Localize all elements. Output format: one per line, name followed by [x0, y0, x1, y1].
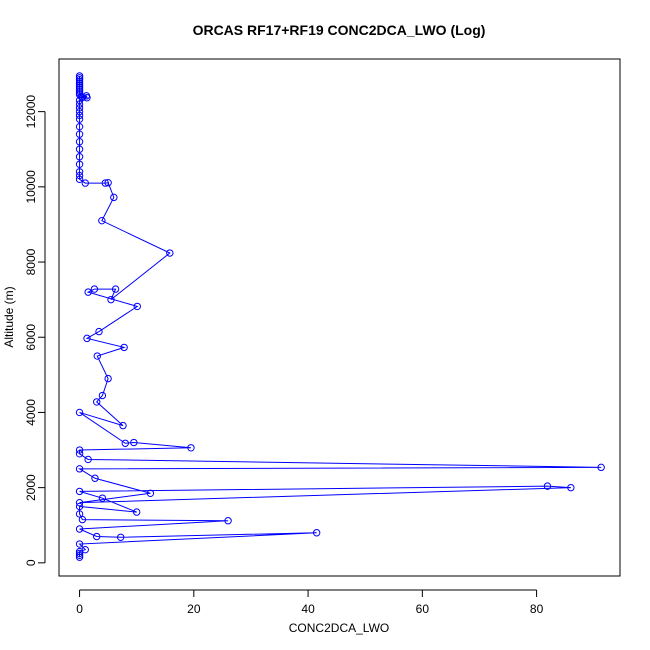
data-point — [75, 79, 84, 88]
series-layer — [75, 72, 605, 561]
data-point — [75, 107, 84, 116]
data-point — [83, 334, 91, 343]
data-point — [130, 438, 138, 447]
data-point — [166, 249, 174, 257]
data-point — [75, 96, 84, 105]
plot-frame — [58, 58, 621, 577]
y-axis-label: Altitude (m) — [2, 286, 16, 347]
data-point — [91, 474, 99, 482]
data-point — [75, 100, 84, 108]
data-point — [146, 489, 155, 497]
data-point — [83, 94, 91, 102]
data-point — [75, 487, 84, 496]
data-point — [75, 168, 84, 176]
data-point — [111, 285, 120, 293]
data-point — [75, 160, 84, 168]
data-point — [98, 216, 106, 225]
data-point — [95, 327, 103, 336]
data-point — [75, 115, 84, 123]
data-point — [75, 551, 84, 560]
data-point — [75, 446, 84, 454]
x-tick-label: 0 — [76, 602, 83, 616]
data-point — [81, 179, 89, 187]
data-point — [101, 179, 109, 187]
data-point — [543, 482, 552, 490]
chart-title: ORCAS RF17+RF19 CONC2DCA_LWO (Log) — [193, 22, 486, 38]
data-point — [121, 439, 129, 447]
data-point — [75, 72, 84, 80]
data-point — [75, 122, 84, 131]
data-point — [75, 74, 84, 82]
data-point — [75, 111, 84, 120]
data-point — [110, 193, 118, 202]
data-point — [75, 138, 84, 146]
data-point — [78, 515, 87, 524]
data-point — [107, 295, 115, 304]
data-point — [75, 525, 84, 533]
data-point — [75, 450, 84, 458]
data-point — [132, 508, 141, 516]
data-point — [567, 483, 575, 492]
data-point — [75, 104, 84, 112]
data-point — [224, 517, 232, 525]
data-point — [75, 510, 84, 518]
data-point — [104, 179, 112, 187]
data-point — [116, 533, 125, 541]
data-point — [75, 75, 84, 84]
y-tick-label: 10000 — [24, 170, 38, 204]
data-point — [75, 408, 84, 417]
x-tick-label: 20 — [187, 602, 201, 616]
data-point — [187, 444, 195, 452]
y-tick-label: 0 — [24, 559, 38, 566]
x-axis: 0 20 40 60 80 — [76, 589, 544, 616]
data-point — [75, 130, 84, 138]
data-point — [93, 532, 101, 541]
data-point — [90, 285, 99, 293]
data-point — [75, 465, 84, 473]
data-point — [98, 391, 107, 400]
data-point — [98, 494, 107, 502]
y-tick-label: 8000 — [24, 248, 38, 275]
y-axis: 0 2000 4000 6000 8000 10000 12000 — [24, 95, 46, 566]
data-point — [77, 92, 85, 101]
data-point — [119, 421, 127, 430]
data-point — [75, 153, 84, 161]
data-point — [120, 343, 128, 352]
y-tick-label: 4000 — [24, 399, 38, 426]
series-line — [77, 75, 602, 558]
data-point — [75, 175, 84, 184]
data-point — [75, 81, 84, 90]
x-axis-label: CONC2DCA_LWO — [289, 621, 389, 635]
data-point — [75, 85, 84, 93]
data-point — [93, 352, 101, 360]
data-point — [93, 398, 101, 406]
data-point — [133, 302, 141, 311]
data-point — [75, 547, 84, 556]
data-point — [75, 549, 84, 558]
data-point — [75, 502, 84, 511]
x-tick-label: 60 — [416, 602, 430, 616]
data-point — [75, 540, 84, 548]
y-tick-label: 6000 — [24, 324, 38, 351]
data-point — [75, 83, 84, 91]
y-tick-label: 12000 — [24, 95, 38, 129]
data-point — [84, 288, 92, 296]
data-point — [597, 463, 605, 472]
y-tick-label: 2000 — [24, 474, 38, 501]
x-tick-label: 40 — [301, 602, 315, 616]
data-point — [75, 553, 84, 561]
data-point — [104, 374, 112, 383]
data-point — [75, 77, 84, 86]
data-point — [75, 171, 84, 180]
x-tick-label: 80 — [530, 602, 544, 616]
data-point — [312, 529, 321, 537]
data-point — [84, 455, 92, 464]
data-point — [75, 145, 84, 153]
data-point — [75, 498, 84, 507]
